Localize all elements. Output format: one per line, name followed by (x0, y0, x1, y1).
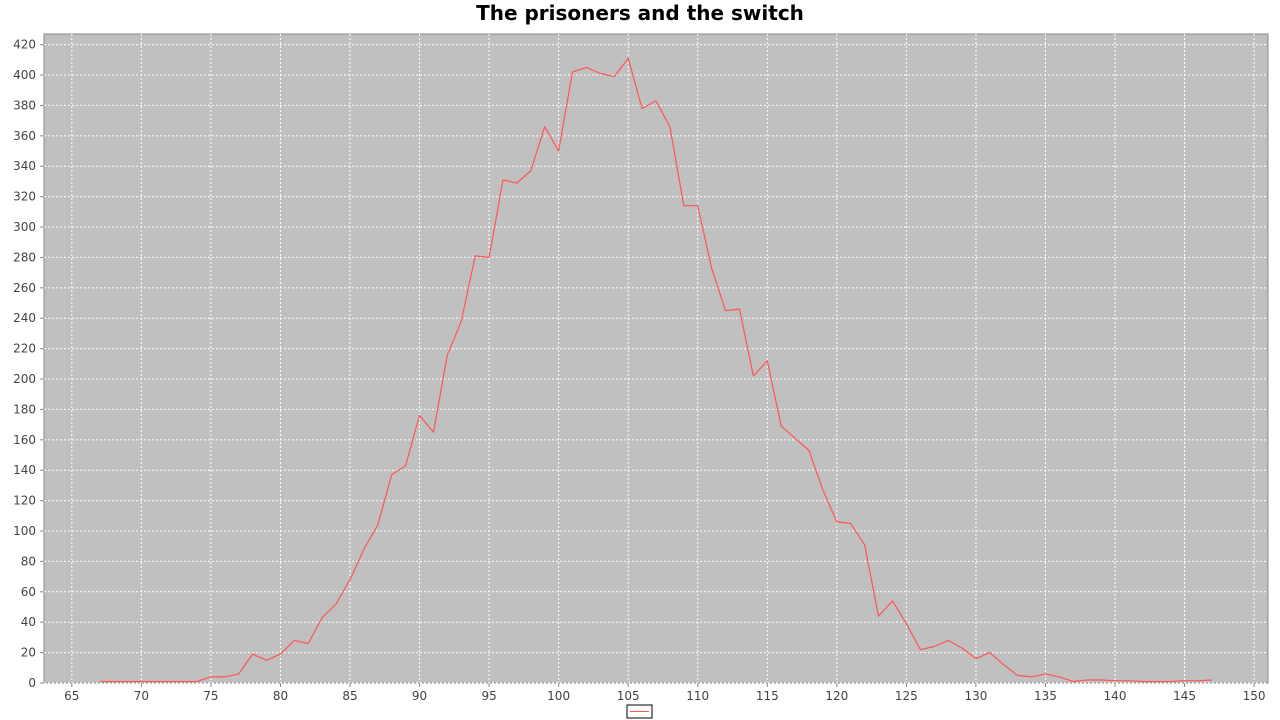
x-tick-label: 95 (481, 689, 496, 703)
plot-area (43, 33, 1269, 684)
y-tick-label: 20 (21, 646, 36, 660)
x-tick-label: 140 (1104, 689, 1127, 703)
y-tick-label: 200 (13, 372, 36, 386)
series-layer (99, 57, 1213, 683)
x-tick-label: 115 (756, 689, 779, 703)
chart-title: The prisoners and the switch (476, 1, 804, 25)
x-tick-label: 105 (617, 689, 640, 703)
y-tick-label: 320 (13, 190, 36, 204)
x-tick-label: 145 (1173, 689, 1196, 703)
x-tick-label: 100 (547, 689, 570, 703)
x-tick-label: 80 (273, 689, 288, 703)
y-tick-label: 360 (13, 129, 36, 143)
y-tick-label: 100 (13, 524, 36, 538)
y-tick-label: 300 (13, 220, 36, 234)
x-tick-label: 130 (964, 689, 987, 703)
x-tick-label: 90 (412, 689, 427, 703)
y-tick-label: 0 (28, 676, 36, 690)
x-tick-label: 70 (134, 689, 149, 703)
x-tick-label: 135 (1034, 689, 1057, 703)
y-tick-label: 280 (13, 250, 36, 264)
y-tick-label: 80 (21, 554, 36, 568)
x-tick-label: 85 (342, 689, 357, 703)
x-tick-label: 120 (825, 689, 848, 703)
x-tick-label: 150 (1243, 689, 1266, 703)
y-tick-label: 220 (13, 342, 36, 356)
y-tick-label: 340 (13, 159, 36, 173)
y-tick-label: 260 (13, 281, 36, 295)
legend (626, 704, 653, 719)
series-line (99, 57, 1213, 683)
y-tick-label: 400 (13, 68, 36, 82)
axes: 65 70 75 80 85 90 95 100 105 110 115 120 125 130 135 14… (13, 38, 1265, 703)
y-tick-label: 120 (13, 494, 36, 508)
y-tick-label: 240 (13, 311, 36, 325)
grid (44, 34, 1268, 684)
x-tick-label: 65 (64, 689, 79, 703)
y-tick-label: 180 (13, 402, 36, 416)
y-tick-label: 380 (13, 98, 36, 112)
x-tick-label: 110 (686, 689, 709, 703)
x-tick-label: 75 (203, 689, 218, 703)
y-tick-label: 420 (13, 38, 36, 52)
y-tick-label: 40 (21, 615, 36, 629)
x-tick-label: 125 (895, 689, 918, 703)
y-tick-label: 140 (13, 463, 36, 477)
y-tick-label: 60 (21, 585, 36, 599)
y-tick-label: 160 (13, 433, 36, 447)
